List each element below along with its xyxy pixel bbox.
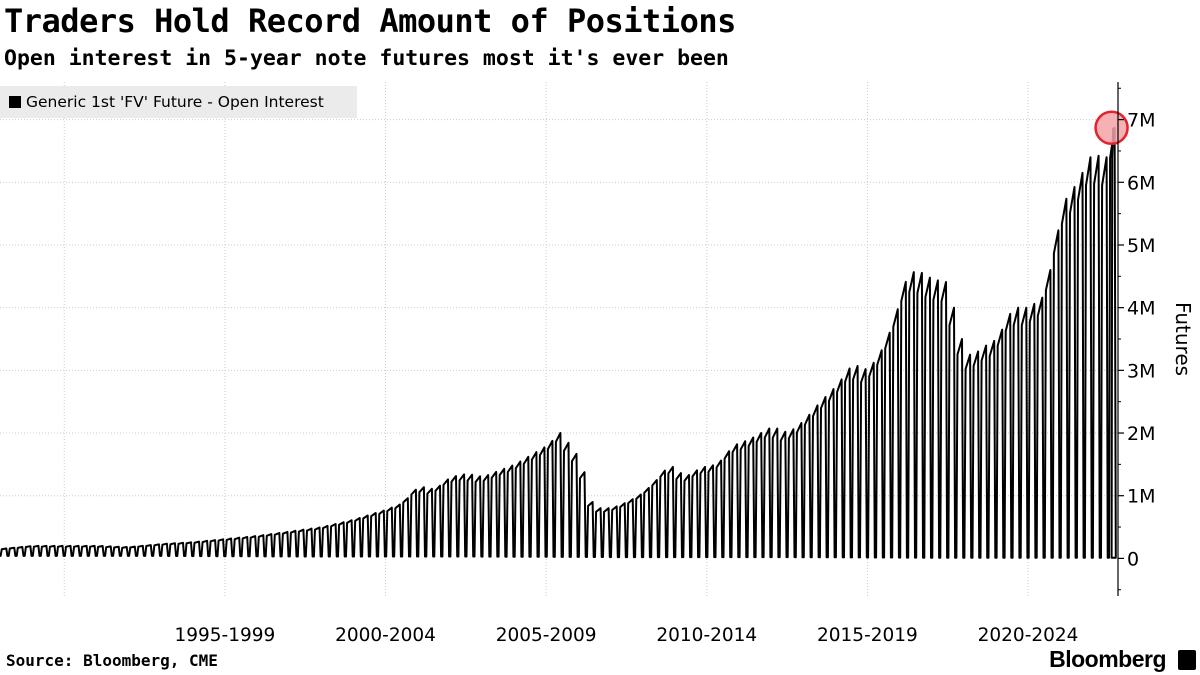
y-tick-label: 7M bbox=[1127, 110, 1155, 132]
highlight-circle bbox=[1094, 110, 1129, 146]
x-tick-label: 2000-2004 bbox=[335, 625, 436, 646]
record-highlight-marker bbox=[1094, 110, 1129, 146]
y-tick-label: 4M bbox=[1127, 298, 1155, 320]
x-tick-labels: 1995-1999 2000-2004 2005-2009 2010-2014 2015… bbox=[174, 625, 1078, 646]
y-tick-label: 0 bbox=[1127, 548, 1139, 570]
chart-title: Traders Hold Record Amount of Positions bbox=[4, 2, 736, 40]
y-axis-label: Futures bbox=[1171, 302, 1195, 376]
y-tick-label: 6M bbox=[1127, 172, 1155, 194]
legend: Generic 1st 'FV' Future - Open Interest bbox=[0, 86, 357, 118]
y-tick-label: 2M bbox=[1127, 423, 1155, 445]
legend-label: Generic 1st 'FV' Future - Open Interest bbox=[26, 93, 324, 111]
chart-subtitle: Open interest in 5-year note futures mos… bbox=[4, 46, 729, 71]
source-note: Source: Bloomberg, CME bbox=[6, 651, 218, 670]
bloomberg-terminal-icon bbox=[1178, 650, 1196, 670]
y-axis bbox=[1117, 82, 1124, 596]
brand-logo: Bloomberg bbox=[1049, 646, 1166, 672]
series-line-open-interest bbox=[0, 126, 1117, 559]
y-tick-label: 1M bbox=[1127, 486, 1155, 508]
x-tick-label: 2020-2024 bbox=[978, 625, 1079, 646]
y-tick-label: 5M bbox=[1127, 235, 1155, 257]
x-tick-label: 1995-1999 bbox=[174, 625, 275, 646]
x-tick-label: 2010-2014 bbox=[656, 625, 757, 646]
gridlines bbox=[0, 82, 1118, 596]
y-tick-labels: 0 1M 2M 3M 4M 5M 6M 7M bbox=[1127, 110, 1155, 571]
legend-swatch bbox=[9, 96, 21, 108]
x-tick-label: 2015-2019 bbox=[817, 625, 918, 646]
y-tick-label: 3M bbox=[1127, 360, 1155, 382]
x-tick-label: 2005-2009 bbox=[496, 625, 597, 646]
